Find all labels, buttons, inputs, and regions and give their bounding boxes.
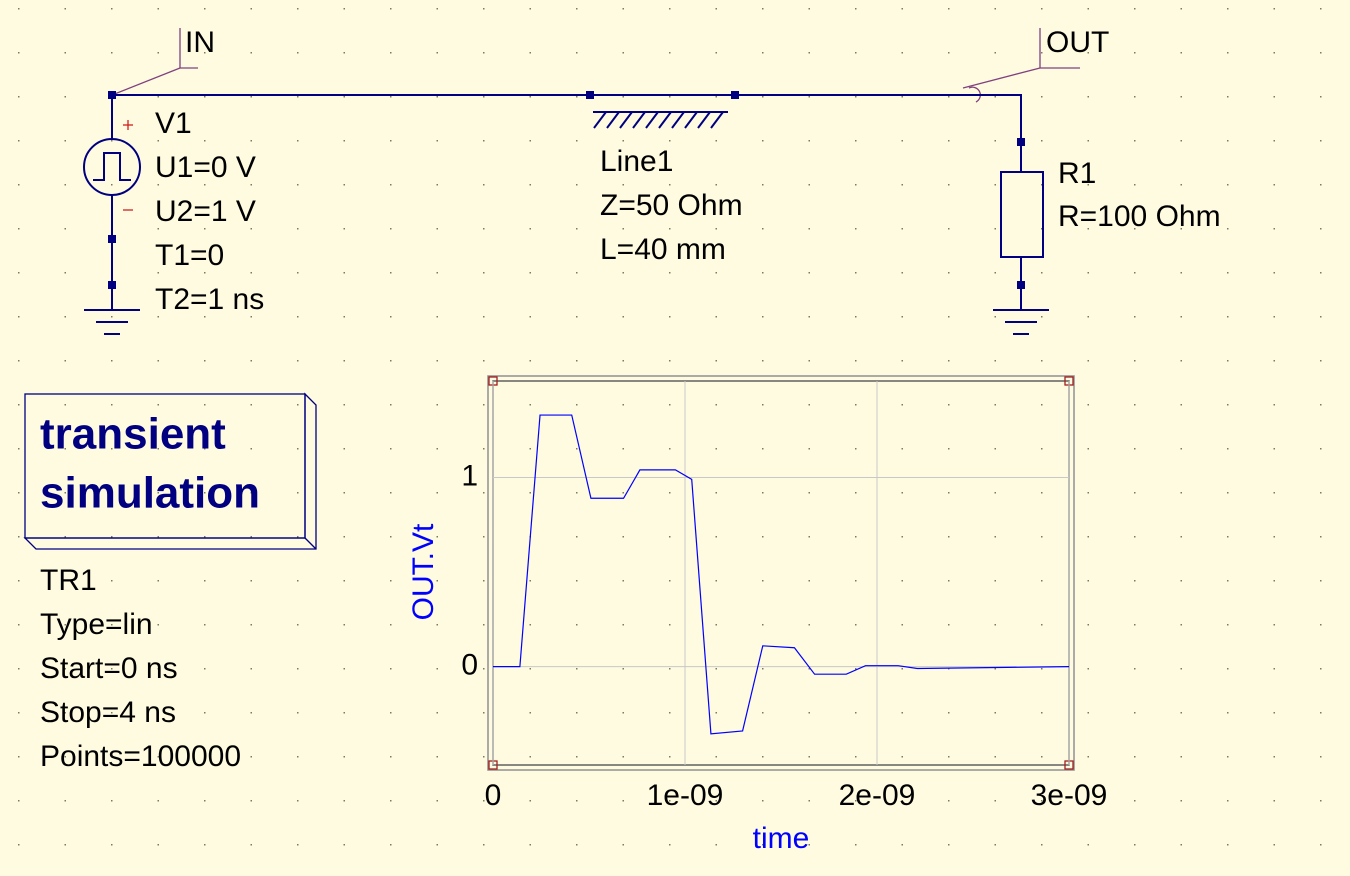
x-tick-label: 2e-09 bbox=[839, 779, 916, 812]
component-name: Line1 bbox=[600, 145, 673, 178]
component-param: R=100 Ohm bbox=[1058, 200, 1221, 233]
component-param: Z=50 Ohm bbox=[600, 189, 743, 222]
ground bbox=[84, 309, 1049, 335]
component-param: U1=0 V bbox=[155, 151, 256, 184]
simulation-name: TR1 bbox=[40, 564, 97, 597]
x-tick-label: 3e-09 bbox=[1031, 779, 1108, 812]
transmission-line bbox=[593, 111, 728, 129]
simulation-box bbox=[23, 392, 317, 550]
wires bbox=[111, 94, 1022, 310]
component-param: L=40 mm bbox=[600, 233, 726, 266]
simulation-param: Stop=4 ns bbox=[40, 696, 176, 729]
polarity bbox=[123, 120, 133, 211]
simulation-param: Points=100000 bbox=[40, 740, 241, 773]
series-line bbox=[493, 414, 1070, 735]
simulation-param: Start=0 ns bbox=[40, 652, 178, 685]
component-name: R1 bbox=[1058, 157, 1096, 190]
y-axis-label: OUT.Vt bbox=[407, 523, 440, 620]
port-label: OUT bbox=[1046, 26, 1109, 59]
x-tick-label: 1e-09 bbox=[647, 779, 724, 812]
port-in bbox=[111, 28, 198, 96]
nodes bbox=[108, 91, 1025, 289]
port-hook bbox=[968, 86, 981, 103]
port-out bbox=[962, 28, 1080, 89]
x-axis-label: time bbox=[753, 822, 810, 855]
x-tick-label: 0 bbox=[485, 779, 502, 812]
chart-frame bbox=[487, 375, 1075, 771]
component-name: V1 bbox=[155, 107, 192, 140]
simulation-title: transient bbox=[40, 410, 226, 459]
simulation-title: simulation bbox=[40, 469, 260, 518]
component-param: T1=0 bbox=[155, 239, 224, 272]
voltage-source bbox=[83, 138, 141, 196]
component-param: U2=1 V bbox=[155, 195, 256, 228]
chart: 0 1e-09 2e-09 3e-09 0 1 bbox=[461, 381, 1107, 812]
y-tick-label: 1 bbox=[461, 459, 478, 492]
resistor bbox=[1000, 171, 1044, 258]
y-tick-label: 0 bbox=[461, 649, 478, 682]
port-label: IN bbox=[185, 26, 215, 59]
component-param: T2=1 ns bbox=[155, 283, 264, 316]
simulation-param: Type=lin bbox=[40, 608, 153, 641]
